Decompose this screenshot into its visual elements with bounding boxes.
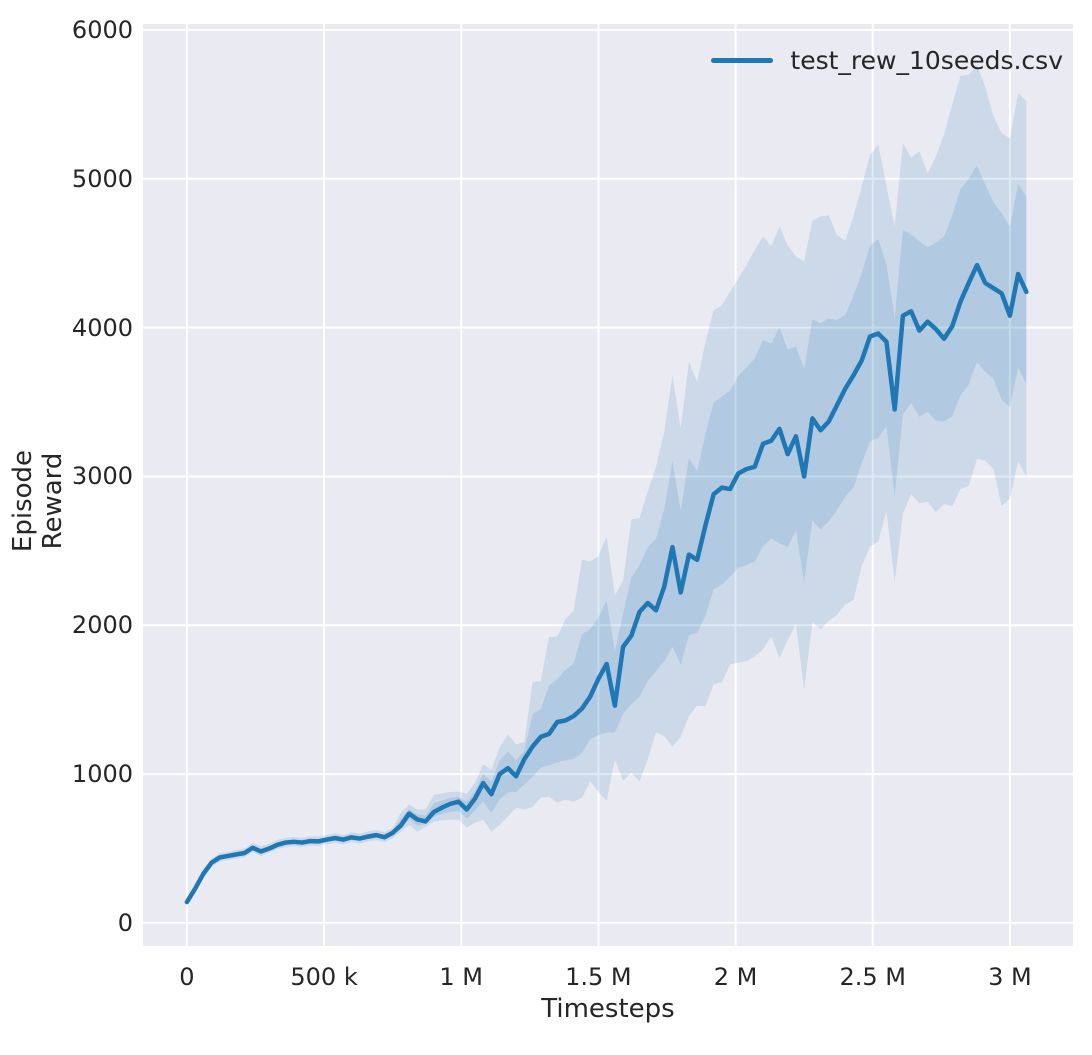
plot-area: test_rew_10seeds.csv [143,24,1073,946]
y-tick-label: 5000 [71,164,133,193]
y-tick-label: 3000 [71,462,133,491]
legend-line-sample [711,58,774,63]
x-tick-label: 2.5 M [839,963,906,991]
confidence-band-outer [186,65,1027,906]
y-tick-label: 1000 [71,760,133,789]
x-tick-label: 3 M [988,963,1032,991]
x-tick-label: 2 M [713,963,758,991]
confidence-band-inner [186,165,1027,904]
x-tick-label: 1.5 M [565,963,632,991]
x-tick-label: 1 M [439,963,484,991]
legend: test_rew_10seeds.csv [711,48,1063,73]
chart-canvas [143,24,1073,946]
legend-label: test_rew_10seeds.csv [790,46,1063,75]
y-tick-label: 2000 [71,611,133,640]
y-tick-label: 4000 [71,313,133,342]
y-tick-label: 6000 [71,15,133,44]
y-tick-label: 0 [117,908,133,937]
x-axis-label: Timesteps [541,994,675,1024]
x-tick-label: 0 [179,963,195,991]
x-tick-label: 500 k [290,963,358,991]
mean-reward-line [184,262,1029,905]
y-axis-label: Episode Reward [8,449,68,553]
